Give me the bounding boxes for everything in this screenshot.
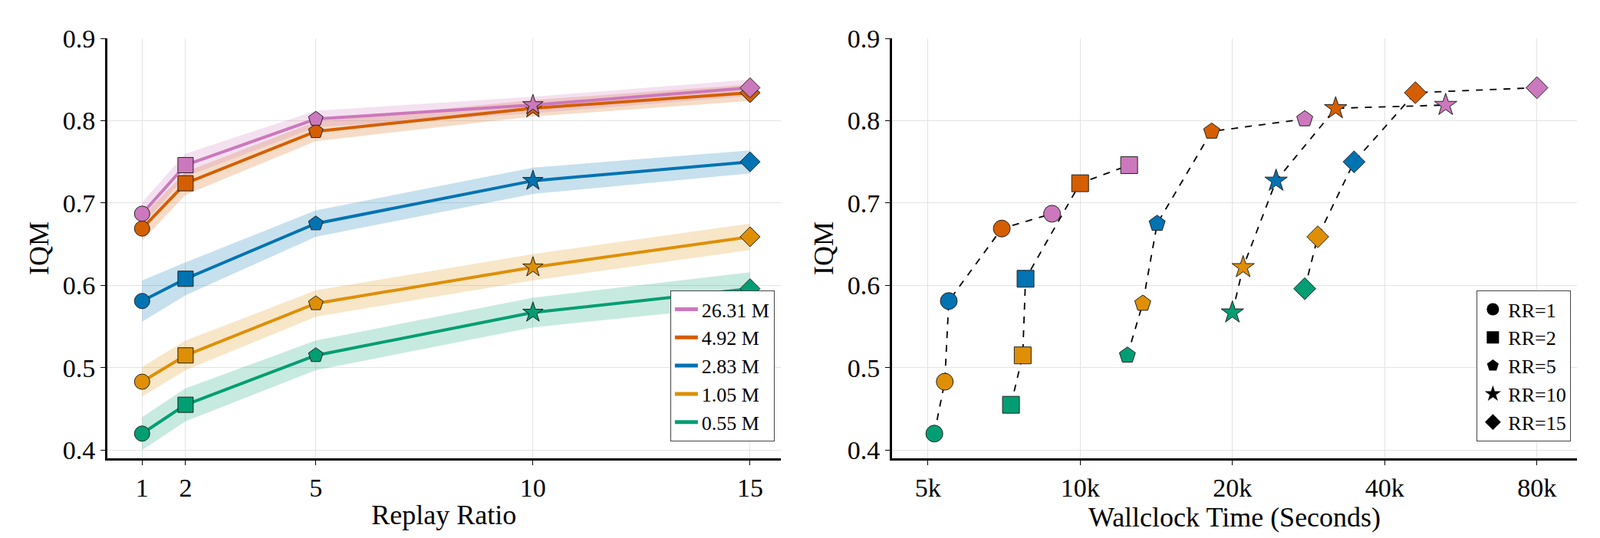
svg-text:20k: 20k [1212,474,1252,503]
svg-text:5: 5 [309,474,323,503]
svg-text:10k: 10k [1060,474,1100,503]
svg-text:0.8: 0.8 [847,106,881,135]
svg-text:40k: 40k [1365,474,1405,503]
svg-text:10: 10 [520,474,547,503]
svg-text:0.6: 0.6 [847,271,881,300]
svg-text:0.5: 0.5 [847,354,881,383]
svg-text:0.4: 0.4 [847,436,881,465]
svg-text:0.9: 0.9 [847,24,881,53]
svg-text:RR=2: RR=2 [1507,327,1556,350]
svg-text:80k: 80k [1517,474,1557,503]
svg-text:1.05 M: 1.05 M [701,384,760,407]
svg-text:RR=15: RR=15 [1507,412,1566,435]
svg-text:RR=5: RR=5 [1507,355,1556,379]
svg-text:0.7: 0.7 [847,189,881,218]
svg-text:IQM: IQM [23,221,55,276]
svg-text:0.9: 0.9 [62,24,96,53]
svg-text:0.4: 0.4 [62,436,96,465]
svg-text:0.6: 0.6 [62,271,96,300]
svg-text:2: 2 [178,474,192,503]
svg-text:RR=1: RR=1 [1507,299,1556,323]
svg-text:0.7: 0.7 [62,189,96,218]
svg-text:4.92 M: 4.92 M [701,327,760,350]
svg-text:Replay Ratio: Replay Ratio [371,500,517,531]
svg-text:Wallclock Time (Seconds): Wallclock Time (Seconds) [1088,502,1381,534]
svg-text:0.5: 0.5 [62,354,96,383]
svg-text:RR=10: RR=10 [1507,384,1566,407]
svg-text:26.31 M: 26.31 M [701,299,770,323]
svg-text:2.83 M: 2.83 M [701,355,760,379]
svg-text:0.55 M: 0.55 M [701,412,760,435]
svg-text:IQM: IQM [808,221,840,276]
svg-text:5k: 5k [915,474,942,503]
svg-text:0.8: 0.8 [62,106,96,135]
svg-text:15: 15 [737,474,764,503]
svg-text:1: 1 [135,474,149,503]
